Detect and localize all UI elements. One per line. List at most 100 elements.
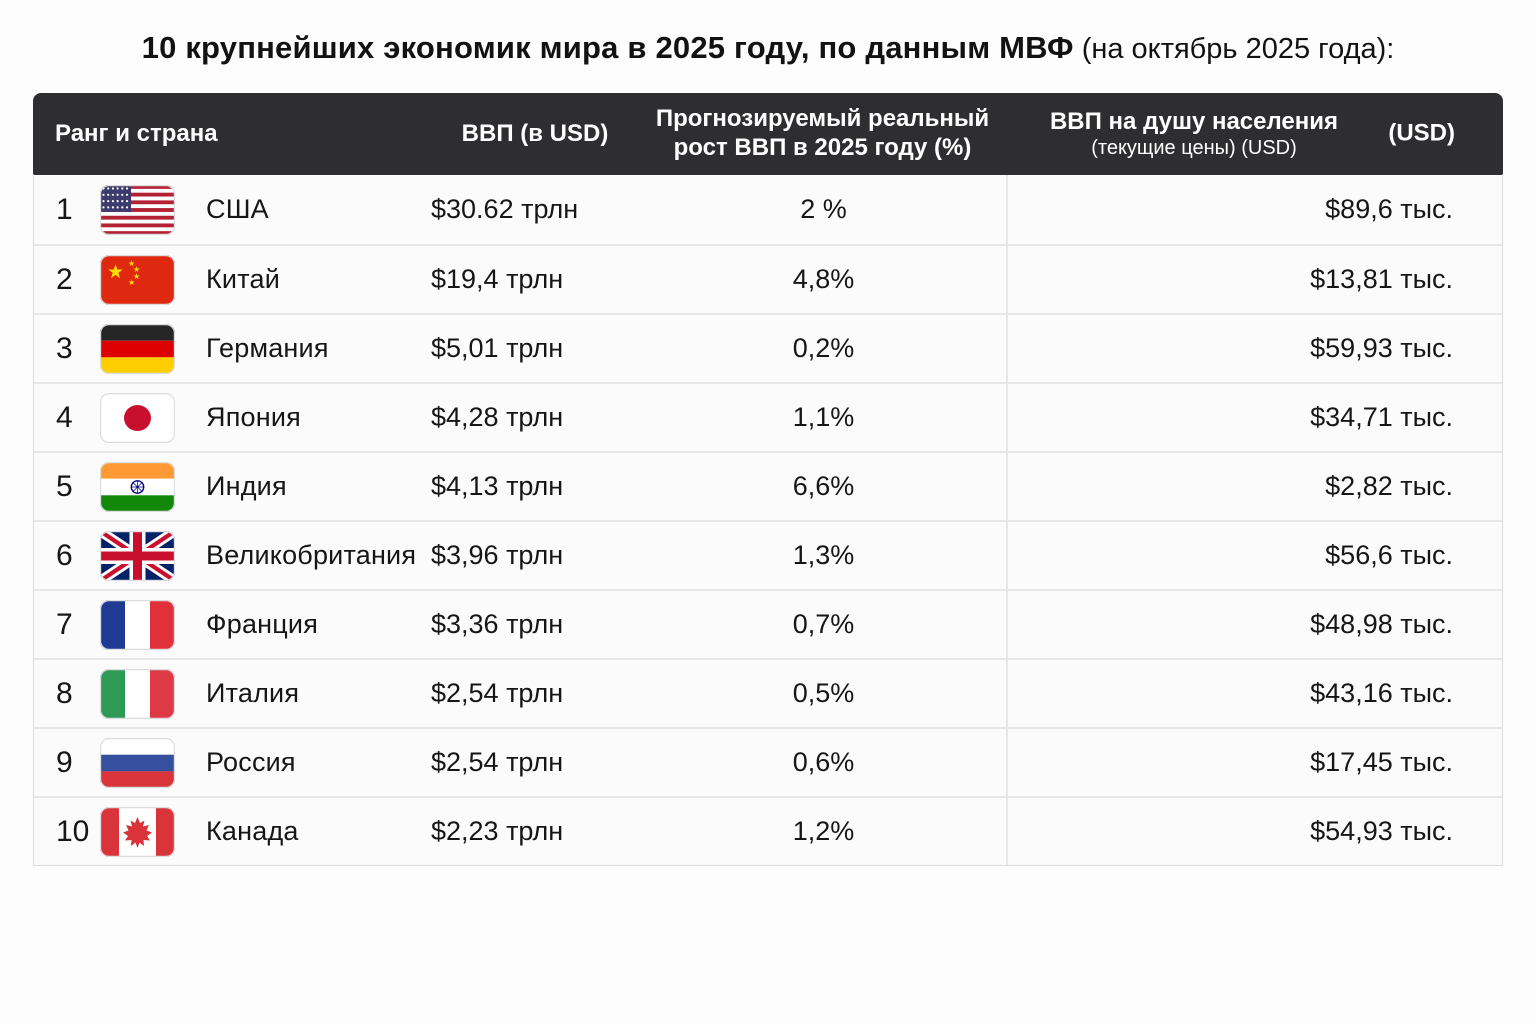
flag-cell (98, 599, 206, 650)
country-name: Германия (206, 333, 329, 363)
country-name: Великобритания (206, 540, 417, 570)
per-capita-value: $89,6 тыс. (1006, 175, 1503, 244)
col-header-per-capita: ВВП на душу населения (текущие цены) (US… (1005, 108, 1503, 161)
gdp-value: $2,54 трлн (431, 678, 564, 708)
per-capita-value: $54,93 тыс. (1006, 798, 1503, 865)
rank-cell: 3 (56, 331, 73, 365)
svg-text:★: ★ (128, 259, 135, 268)
table-row: 1 США $30.62 трлн 2 % $89,6 тыс. (34, 175, 1502, 244)
col-header-growth-line1: Прогнозируемый реальный (655, 105, 990, 133)
growth-value: 0,5% (792, 678, 855, 708)
growth-value: 0,6% (792, 747, 855, 777)
gdp-value: $4,28 трлн (431, 402, 564, 432)
page-title-suffix: (на октябрь 2025 года): (1073, 33, 1395, 65)
gdp-value: $2,54 трлн (431, 747, 564, 777)
italy-flag-icon (100, 668, 175, 719)
flag-cell (98, 530, 206, 581)
flag-cell (98, 323, 206, 374)
svg-text:★: ★ (133, 265, 140, 274)
country-name: Япония (206, 402, 301, 432)
growth-value: 1,3% (792, 540, 855, 570)
table-row: 8 Италия $2,54 трлн 0,5% $43,16 тыс. (34, 658, 1502, 727)
per-capita-value: $59,93 тыс. (1006, 315, 1503, 382)
growth-value: 0,2% (792, 333, 855, 363)
page-title: 10 крупнейших экономик мира в 2025 году,… (0, 30, 1536, 66)
table-row: 6 Великобритания $3,96 трлн 1,3% $56,6 тыс. (34, 520, 1502, 589)
flag-cell (98, 668, 206, 719)
col-header-gdp: ВВП (в USD) (461, 119, 609, 147)
gdp-value: $2,23 трлн (431, 816, 564, 846)
japan-flag-icon (100, 392, 175, 443)
growth-value: 0,7% (792, 609, 855, 639)
flag-cell (98, 392, 206, 443)
china-flag-icon: ★ ★ ★ ★ ★ (100, 254, 175, 305)
per-capita-value: $43,16 тыс. (1006, 660, 1503, 727)
rank-cell: 9 (56, 745, 73, 779)
growth-value: 1,1% (792, 402, 855, 432)
country-name: Франция (206, 609, 319, 639)
per-capita-value: $2,82 тыс. (1006, 453, 1503, 520)
rank-cell: 2 (56, 262, 73, 296)
growth-value: 1,2% (792, 816, 855, 846)
table-row: 7 Франция $3,36 трлн 0,7% $48,98 тыс. (34, 589, 1502, 658)
flag-cell (98, 806, 206, 857)
col-header-growth: Прогнозируемый реальный рост ВВП в 2025 … (640, 105, 1005, 163)
flag-cell (98, 737, 206, 788)
country-name: Китай (206, 264, 280, 294)
table-row: 10 Канада $2,23 трлн 1,2% $54,93 тыс. (34, 796, 1502, 865)
canada-flag-icon (100, 806, 175, 857)
col-header-growth-line2: рост ВВП в 2025 году (%) (673, 134, 972, 161)
per-capita-value: $34,71 тыс. (1006, 384, 1503, 451)
france-flag-icon (100, 599, 175, 650)
per-capita-value: $13,81 тыс. (1006, 246, 1503, 313)
rank-cell: 5 (56, 469, 73, 503)
table-row: 3 Германия $5,01 трлн 0,2% $59,93 тыс. (34, 313, 1502, 382)
gdp-value: $30.62 трлн (431, 194, 579, 224)
gdp-value: $3,96 трлн (431, 540, 564, 570)
table-row: 5 Индия $4,13 трлн 6,6% $2,82 тыс. (34, 451, 1502, 520)
country-name: Канада (206, 816, 299, 846)
per-capita-value: $17,45 тыс. (1006, 729, 1503, 796)
uk-flag-icon (100, 530, 175, 581)
page-title-main: 10 крупнейших экономик мира в 2025 году,… (141, 30, 1074, 65)
flag-cell (98, 184, 206, 235)
col-header-rank-country: Ранг и страна (55, 119, 218, 147)
table-header-row: Ранг и страна ВВП (в USD) Прогнозируемый… (33, 93, 1503, 175)
country-name: Италия (206, 678, 300, 708)
svg-text:★: ★ (133, 272, 140, 281)
col-header-per-capita-usd: (USD) (1388, 119, 1455, 147)
rank-cell: 4 (56, 400, 73, 434)
gdp-value: $3,36 трлн (431, 609, 564, 639)
table-row: 2 ★ ★ ★ ★ ★ Китай $19,4 трлн 4,8% $13,81 тыс. (34, 244, 1502, 313)
gdp-value: $19,4 трлн (431, 264, 564, 294)
economies-table: Ранг и страна ВВП (в USD) Прогнозируемый… (33, 93, 1503, 866)
rank-cell: 8 (56, 676, 73, 710)
india-flag-icon (100, 461, 175, 512)
growth-value: 4,8% (792, 264, 855, 294)
growth-value: 6,6% (792, 471, 855, 501)
table-row: 4 Япония $4,28 трлн 1,1% $34,71 тыс. (34, 382, 1502, 451)
table-body: 1 США $30.62 трлн 2 % $89,6 тыс. 2 ★ ★ ★ ★ ★ Китай $… (33, 175, 1503, 866)
country-name: Россия (206, 747, 296, 777)
per-capita-value: $48,98 тыс. (1006, 591, 1503, 658)
rank-cell: 6 (56, 538, 73, 572)
gdp-value: $5,01 трлн (431, 333, 564, 363)
russia-flag-icon (100, 737, 175, 788)
rank-cell: 1 (56, 192, 73, 226)
gdp-value: $4,13 трлн (431, 471, 564, 501)
rank-cell: 10 (56, 814, 90, 848)
flag-cell: ★ ★ ★ ★ ★ (98, 254, 206, 305)
svg-text:★: ★ (107, 262, 124, 283)
col-header-per-capita-line1: ВВП на душу населения (1049, 107, 1339, 135)
germany-flag-icon (100, 323, 175, 374)
rank-cell: 7 (56, 607, 73, 641)
growth-value: 2 % (800, 194, 847, 224)
table-row: 9 Россия $2,54 трлн 0,6% $17,45 тыс. (34, 727, 1502, 796)
flag-cell (98, 461, 206, 512)
col-header-per-capita-line2: (текущие цены) (USD) (1091, 137, 1297, 160)
country-name: Индия (206, 471, 287, 501)
country-name: США (206, 194, 269, 224)
svg-text:★: ★ (128, 278, 135, 287)
usa-flag-icon (100, 184, 175, 235)
